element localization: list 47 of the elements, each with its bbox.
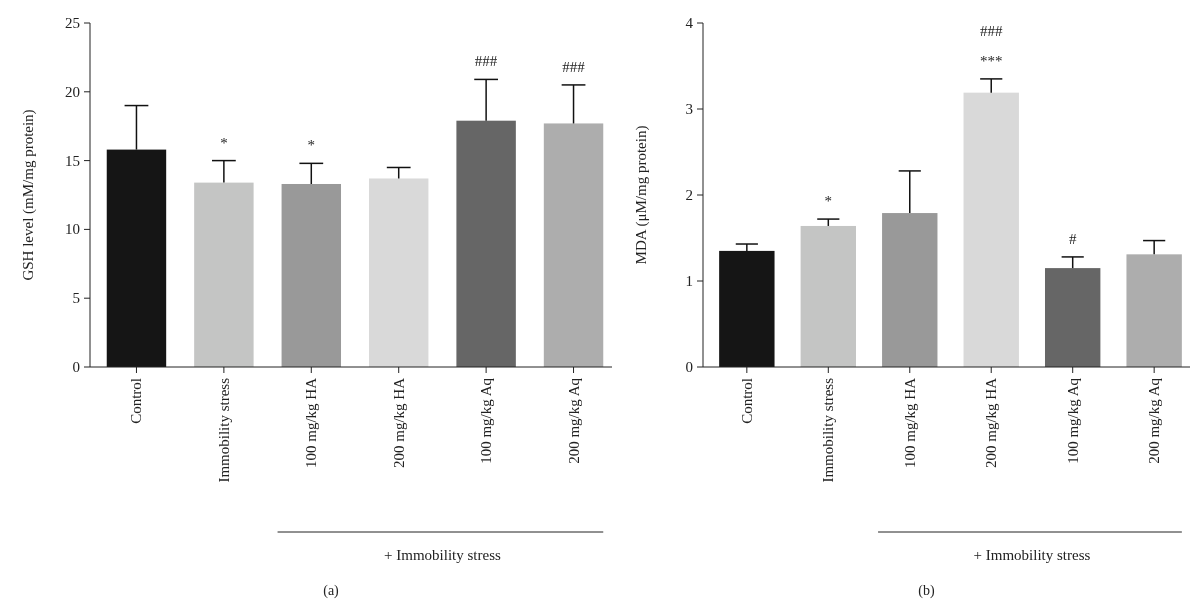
bar xyxy=(281,183,342,367)
text: (a) xyxy=(323,582,340,599)
x-tick-label: 200 mg/kg Aq xyxy=(1146,377,1163,464)
x-tick-label: Control xyxy=(738,378,755,424)
bar xyxy=(1045,268,1101,367)
y-axis-title: MDA (μM/mg protein) xyxy=(633,125,650,265)
text: (b) xyxy=(918,582,935,599)
y-tick-label: 25 xyxy=(65,15,80,31)
y-tick-label: 4 xyxy=(685,15,694,31)
y-axis-title: GSH level (mM/mg protein) xyxy=(20,109,37,281)
y-tick-label: 10 xyxy=(65,221,80,238)
y-tick-label: 0 xyxy=(72,359,80,375)
annotation: * xyxy=(824,193,833,210)
annotation: # xyxy=(1068,230,1077,247)
text: + Immobility stress xyxy=(973,547,1091,563)
annotation: *** xyxy=(979,52,1003,69)
y-tick-label: 2 xyxy=(685,187,693,203)
x-tick-label: 100 mg/kg Aq xyxy=(1064,377,1081,464)
x-tick-label: 100 mg/kg HA xyxy=(901,377,918,468)
y-tick-label: 5 xyxy=(72,290,80,307)
annotation: * xyxy=(307,137,316,154)
bar xyxy=(800,225,856,367)
bar xyxy=(882,213,938,367)
bar xyxy=(1126,254,1182,367)
y-tick-label: 0 xyxy=(685,359,693,375)
annotation: ### xyxy=(562,58,586,75)
y-tick-label: 3 xyxy=(685,101,693,117)
y-tick-label: 1 xyxy=(685,273,693,289)
x-tick-label: 200 mg/kg Aq xyxy=(565,377,582,464)
bar xyxy=(456,120,516,367)
x-tick-label: Control xyxy=(128,378,145,424)
annotation: ### xyxy=(979,22,1003,39)
annotation: * xyxy=(220,134,228,151)
bar xyxy=(368,178,429,367)
x-tick-label: 100 mg/kg HA xyxy=(303,377,320,468)
y-tick-label: 20 xyxy=(65,83,80,100)
text: + Immobility stress xyxy=(384,547,501,563)
x-tick-label: 200 mg/kg HA xyxy=(983,377,1000,468)
y-tick-label: 15 xyxy=(65,152,80,169)
bar xyxy=(963,92,1019,367)
annotation: ### xyxy=(474,53,498,70)
x-tick-label: Immobility stress xyxy=(820,377,837,483)
x-tick-label: 100 mg/kg Aq xyxy=(478,377,495,464)
bar xyxy=(543,123,604,367)
x-tick-label: Immobility stress xyxy=(215,377,232,483)
x-tick-label: 200 mg/kg HA xyxy=(390,377,407,468)
bar xyxy=(194,182,254,367)
